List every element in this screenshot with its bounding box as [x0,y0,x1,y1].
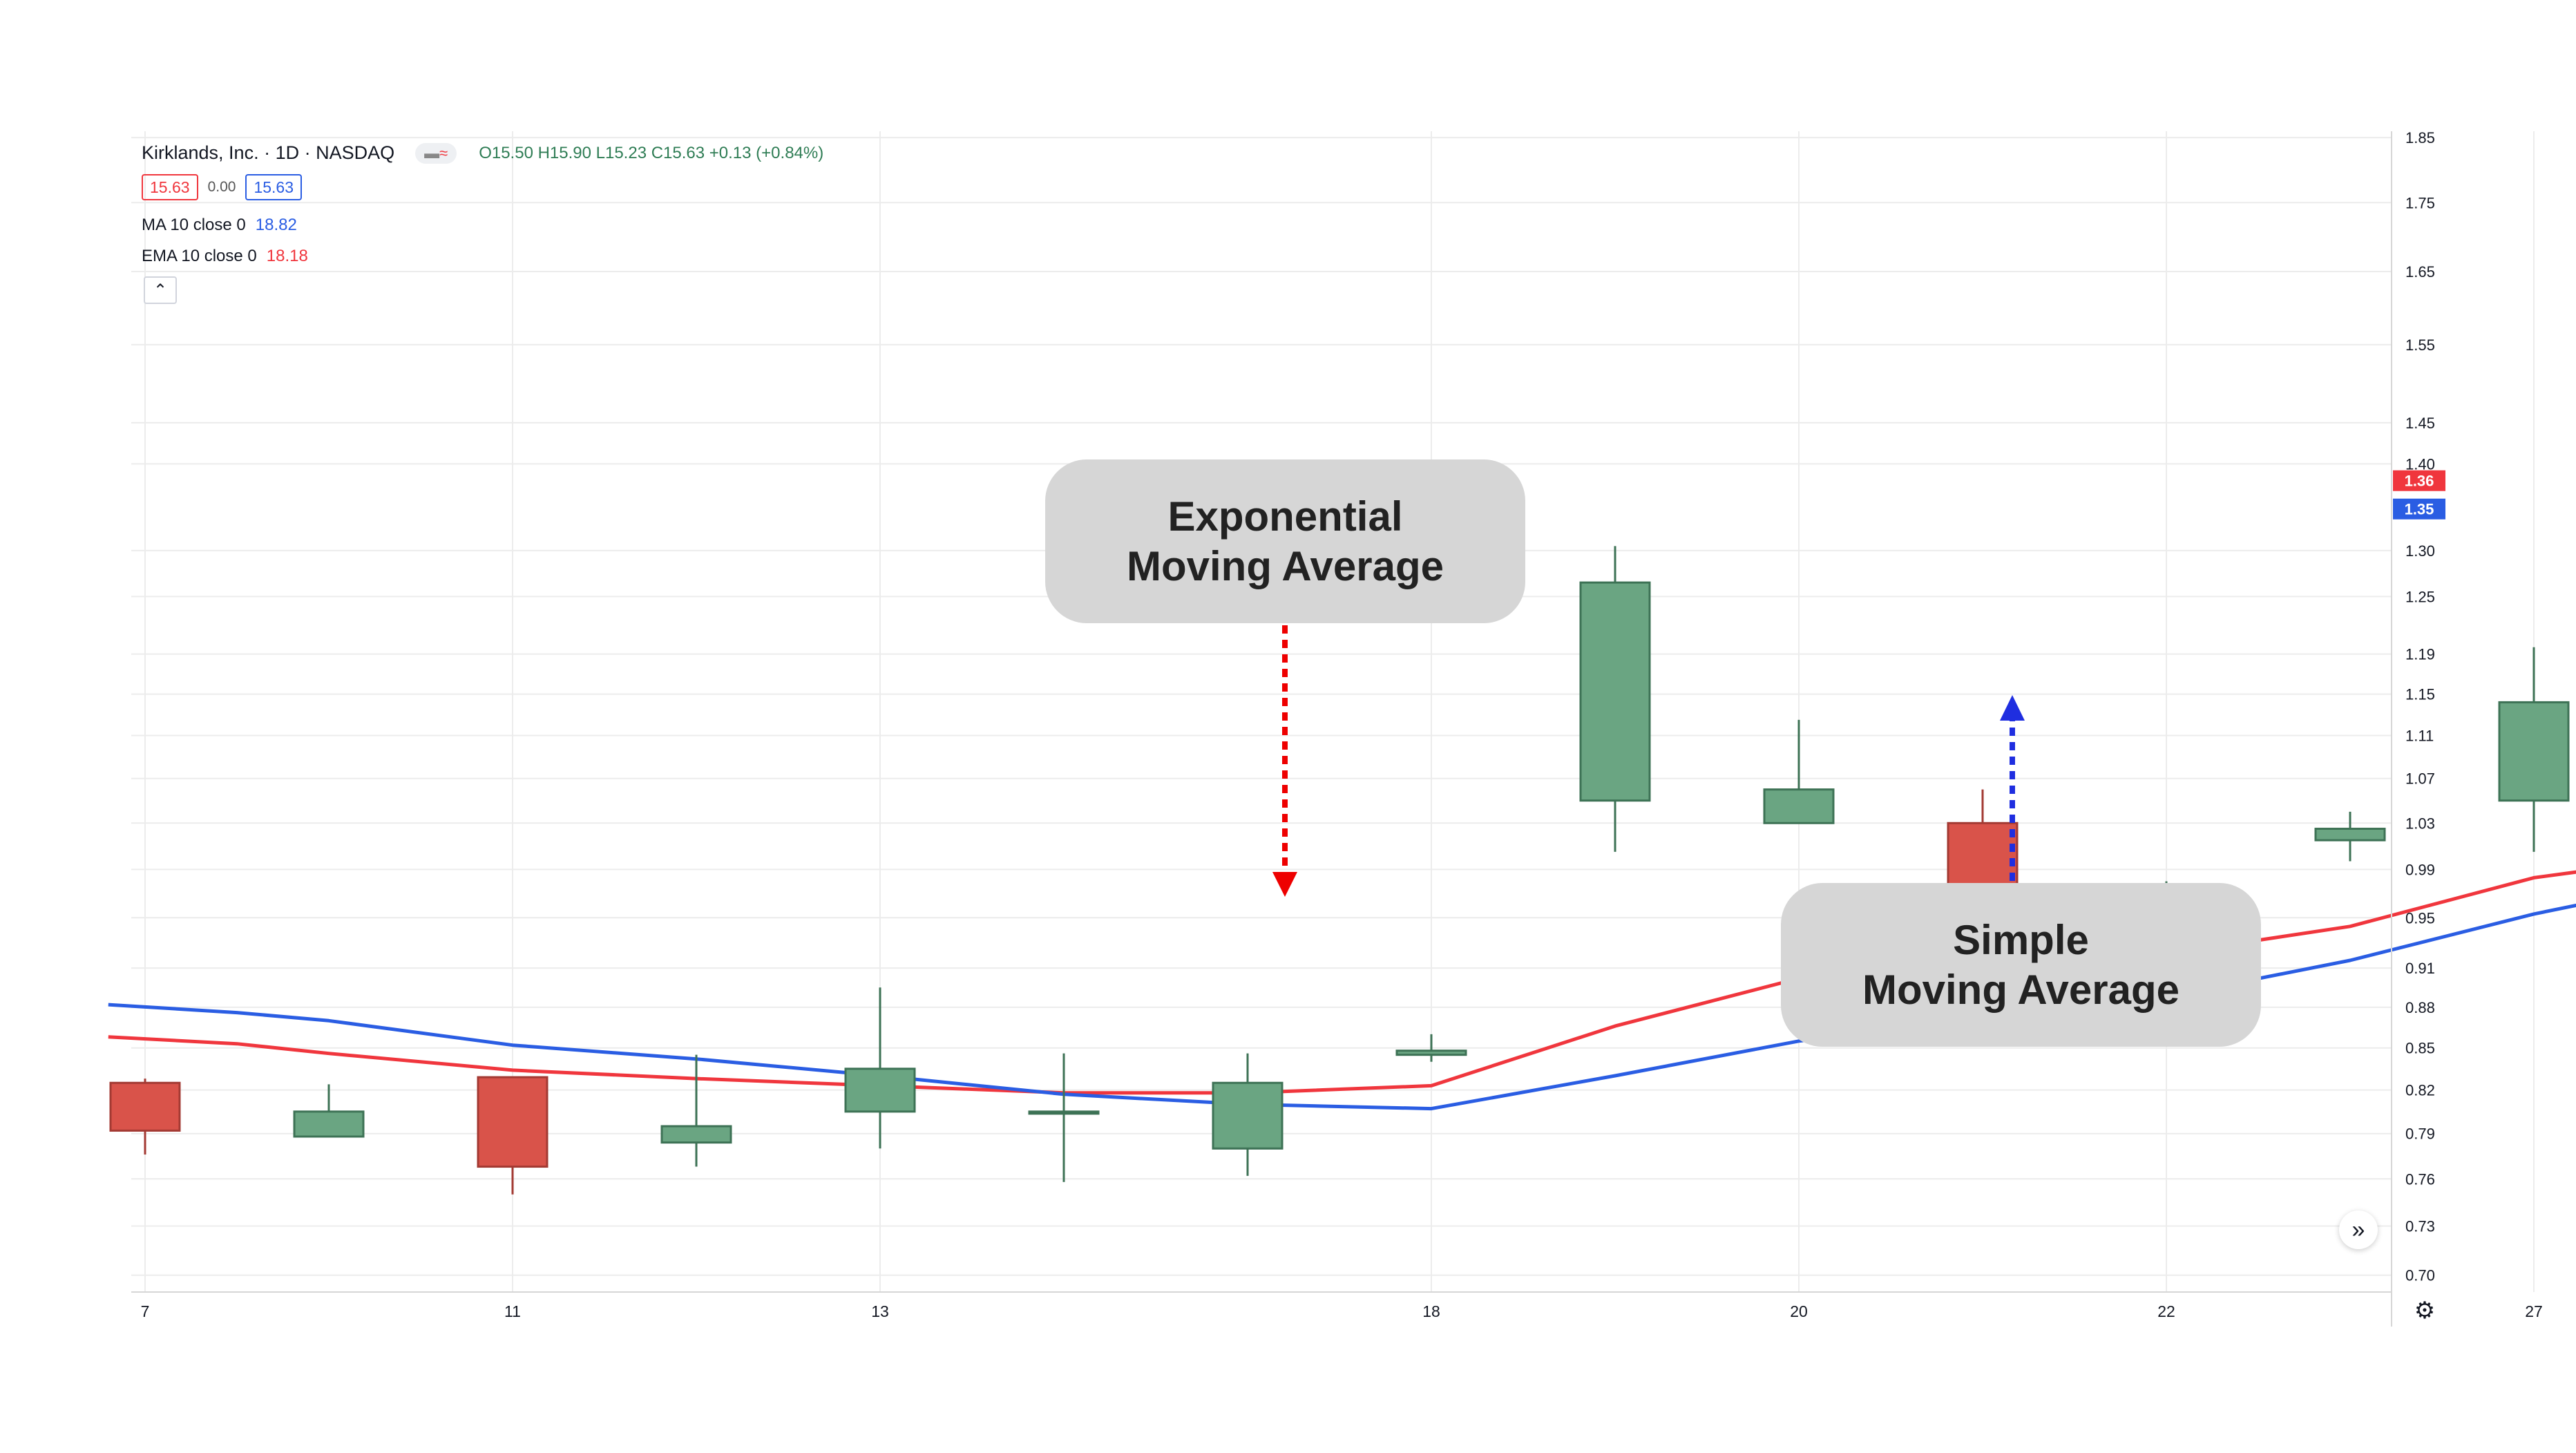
ma-legend-value: 18.82 [255,216,297,234]
exchange-label: NASDAQ [316,142,395,163]
y-tick-label: 1.65 [2405,263,2435,281]
candle-up[interactable] [1028,1053,1100,1182]
candle-up[interactable] [1212,1053,1284,1176]
candle-up[interactable] [660,1054,732,1167]
ma-legend-label: MA 10 close 0 [142,216,246,234]
x-tick-label: 7 [141,1302,150,1320]
candle-up[interactable] [1763,719,1835,824]
y-tick-label: 0.99 [2405,861,2435,878]
chevron-up-icon: ⌃ [153,281,168,300]
header-separator: · [304,142,311,163]
ohlc-values: O15.50 H15.90 L15.23 C15.63 +0.13 (+0.84… [479,143,824,162]
candle-body [109,1081,181,1132]
ema-arrow-head [1272,872,1297,897]
candle-down[interactable] [109,1079,181,1155]
moving-average-lines [108,870,2576,1111]
candle-up[interactable] [2314,811,2386,862]
candle-body [1579,581,1651,802]
ask-price-box[interactable]: 15.63 [245,174,302,200]
candle-body [477,1076,548,1168]
sma-callout-line1: Simple [1953,916,2089,963]
price-label: 1.36 [2405,473,2434,490]
ema-legend-row[interactable]: EMA 10 close 0 18.18 [142,247,308,266]
candle-body [293,1110,365,1138]
candle-body [2498,701,2570,802]
candle-body [1212,1081,1284,1150]
candle-body [2314,828,2386,842]
y-tick-label: 1.07 [2405,770,2435,788]
candles [109,546,2570,1195]
ema-legend-value: 18.18 [266,247,308,265]
collapse-legend-button[interactable]: ⌃ [144,276,177,304]
price-label-box [2393,498,2445,520]
y-tick-label: 1.30 [2405,542,2435,560]
sma-callout: Simple Moving Average [1781,883,2261,1047]
symbol-name[interactable]: Kirklands, Inc. [142,142,259,163]
scroll-to-realtime-button[interactable]: » [2339,1210,2378,1249]
candle-up[interactable] [293,1084,365,1138]
y-tick-label: 0.79 [2405,1126,2435,1143]
y-tick-label: 1.03 [2405,815,2435,832]
candle-body [660,1125,732,1144]
ema-legend-label: EMA 10 close 0 [142,247,257,265]
x-tick-label: 11 [504,1302,521,1320]
x-tick-label: 22 [2157,1302,2175,1320]
x-tick-label: 27 [2525,1302,2543,1320]
y-tick-label: 1.45 [2405,415,2435,432]
y-tick-label: 0.85 [2405,1040,2435,1057]
double-chevron-right-icon: » [2351,1216,2365,1243]
x-tick-label: 18 [1422,1302,1440,1320]
y-tick-label: 0.82 [2405,1082,2435,1099]
y-tick-label: 1.75 [2405,194,2435,211]
sma-callout-line2: Moving Average [1862,966,2179,1013]
ema-callout-line1: Exponential [1167,493,1403,540]
header-separator: · [264,142,271,163]
y-tick-label: 1.11 [2405,728,2434,745]
interval-label[interactable]: 1D [275,142,300,163]
candle-up[interactable] [844,987,916,1149]
y-tick-label: 0.88 [2405,999,2435,1016]
y-tick-label: 0.73 [2405,1218,2435,1235]
y-tick-label: 0.70 [2405,1267,2435,1284]
ema-callout: Exponential Moving Average [1045,459,1525,623]
y-tick-label: 1.25 [2405,588,2435,605]
candle-up[interactable] [1579,546,1651,852]
price-label: 1.35 [2405,501,2434,518]
chart-header: Kirklands, Inc. · 1D · NASDAQ ▬≈ O15.50 … [142,142,823,164]
compare-icon[interactable]: ▬≈ [415,142,457,164]
ema-callout-line2: Moving Average [1127,542,1444,589]
spread-value: 0.00 [207,179,236,195]
price-label-box [2393,470,2445,491]
axes: 0.70 0.73 0.76 0.79 0.82 0.85 0.88 0.91 0.95 0.99… [131,129,2543,1327]
x-tick-label: 13 [871,1302,889,1320]
x-tick-label: 20 [1790,1302,1808,1320]
y-tick-label: 1.40 [2405,455,2435,473]
y-tick-label: 0.95 [2405,909,2435,927]
candle-up[interactable] [2498,647,2570,852]
y-tick-label: 1.85 [2405,129,2435,146]
y-tick-label: 1.55 [2405,336,2435,354]
candle-body [1028,1110,1100,1115]
candle-up[interactable] [1395,1034,1467,1062]
ma-legend-row[interactable]: MA 10 close 0 18.82 [142,216,297,235]
settings-gear-icon[interactable]: ⚙ [2414,1297,2435,1324]
annotation-arrows [1272,625,2025,897]
candle-body [1763,788,1835,824]
ema-line [108,870,2576,1095]
candle-body [844,1067,916,1113]
sma-line [108,903,2576,1111]
y-tick-label: 1.19 [2405,646,2435,663]
bid-price-box[interactable]: 15.63 [142,174,198,200]
y-tick-label: 1.15 [2405,686,2435,703]
bid-ask-row: 15.63 0.00 15.63 [142,174,302,200]
sma-arrow-head [2000,695,2025,721]
y-tick-label: 0.76 [2405,1170,2435,1188]
candle-body [1395,1050,1467,1056]
candle-down[interactable] [477,1076,548,1195]
y-tick-label: 0.91 [2405,960,2435,977]
